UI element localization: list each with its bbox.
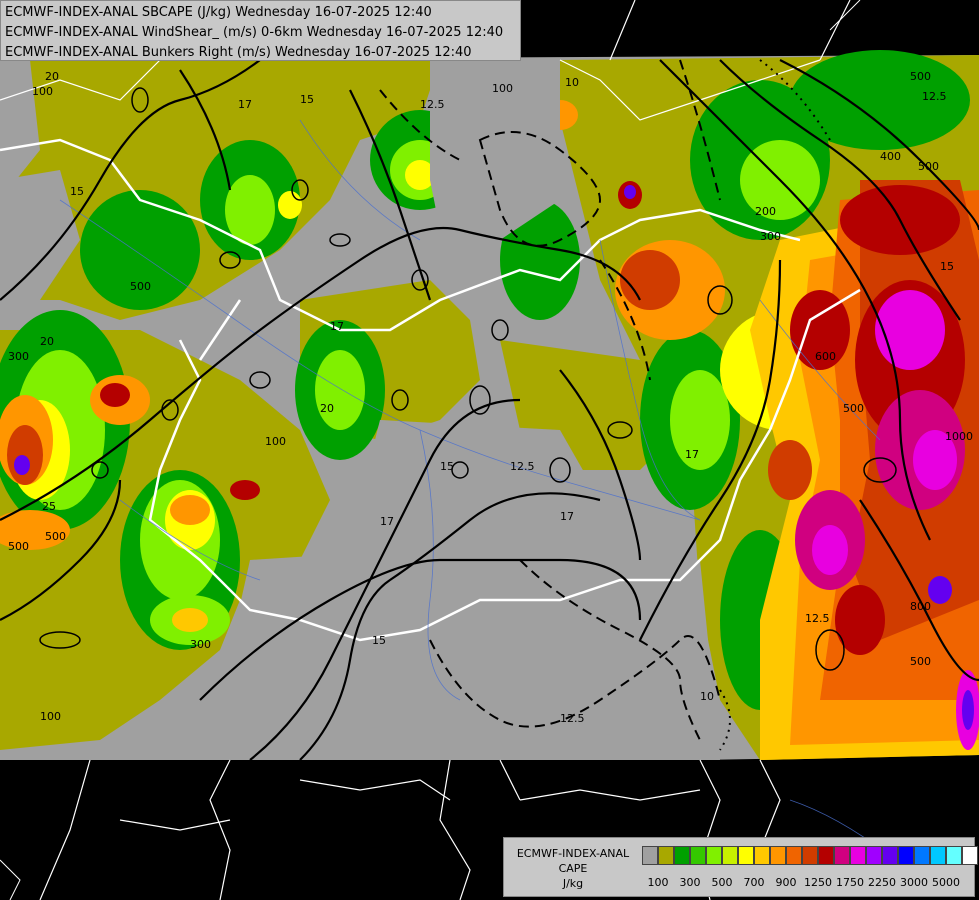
- legend-swatch: [866, 846, 882, 865]
- legend-tick-label: 100: [647, 876, 669, 889]
- legend-swatch: [722, 846, 738, 865]
- map-title-box: ECMWF-INDEX-ANAL SBCAPE (J/kg) Wednesday…: [0, 0, 521, 61]
- contour-label: 100: [492, 82, 513, 95]
- contour-label: 600: [815, 350, 836, 363]
- legend-swatch: [786, 846, 802, 865]
- legend-swatch: [834, 846, 850, 865]
- contour-label: 400: [880, 150, 901, 163]
- contour-label: 300: [760, 230, 781, 243]
- legend-swatch: [882, 846, 898, 865]
- contour-label: 20: [40, 335, 54, 348]
- contour-label: 500: [8, 540, 29, 553]
- cape-high-east: [750, 180, 979, 760]
- legend-swatch: [818, 846, 834, 865]
- legend-swatch: [930, 846, 946, 865]
- title-windshear: ECMWF-INDEX-ANAL WindShear_ (m/s) 0-6km …: [5, 25, 504, 40]
- contour-label: 17: [685, 448, 699, 461]
- contour-label: 10: [700, 690, 714, 703]
- contour-label: 15: [440, 460, 454, 473]
- dotted-contours: [719, 59, 831, 751]
- legend-swatch: [754, 846, 770, 865]
- legend-title-line3: J/kg: [562, 877, 584, 890]
- contour-label: 15: [372, 634, 386, 647]
- legend-swatch: [738, 846, 754, 865]
- contour-label: 300: [8, 350, 29, 363]
- legend-title-line2: CAPE: [558, 862, 588, 875]
- contour-labels: 20 100 15 17 15 12.5 10 100 500 300 20 1…: [8, 70, 973, 725]
- country-borders-thin: [0, 0, 851, 900]
- cape-none-patches: [0, 60, 720, 760]
- contour-label: 500: [910, 655, 931, 668]
- contour-label: 300: [190, 638, 211, 651]
- bunkers-contours: [379, 59, 721, 741]
- cape-mid-north: [542, 100, 725, 340]
- legend-tick-label: 700: [743, 876, 765, 889]
- contour-label: 500: [130, 280, 151, 293]
- contour-label: 25: [42, 500, 56, 513]
- legend-swatch: [802, 846, 818, 865]
- windshear-contours: [0, 59, 979, 761]
- legend-swatch: [674, 846, 690, 865]
- legend-title-line1: ECMWF-INDEX-ANAL: [516, 847, 630, 860]
- legend-tick-label: 2250: [868, 876, 896, 889]
- legend-tick-label: 3000: [900, 876, 928, 889]
- legend-tick-label: 500: [711, 876, 733, 889]
- cape-west-pockets: [0, 375, 260, 632]
- contour-label: 12.5: [420, 98, 445, 111]
- legend-tick-label: 1250: [804, 876, 832, 889]
- legend-tick-label: 300: [679, 876, 701, 889]
- cape-contour-blobs: [39, 87, 897, 671]
- contour-label: 15: [70, 185, 84, 198]
- legend-swatches: [642, 846, 978, 867]
- contour-label: 500: [918, 160, 939, 173]
- legend-swatch: [690, 846, 706, 865]
- contour-label: 15: [940, 260, 954, 273]
- legend-title: ECMWF-INDEX-ANAL CAPE J/kg: [508, 846, 638, 891]
- title-sbcape: ECMWF-INDEX-ANAL SBCAPE (J/kg) Wednesday…: [5, 5, 432, 20]
- legend-ticks: 100 300 500 700 900 1250 1750 2250 3000 5000: [642, 876, 972, 890]
- title-bunkers: ECMWF-INDEX-ANAL Bunkers Right (m/s) Wed…: [5, 45, 472, 60]
- contour-label: 17: [380, 515, 394, 528]
- contour-label: 12.5: [510, 460, 535, 473]
- legend-swatch: [770, 846, 786, 865]
- legend-swatch: [706, 846, 722, 865]
- legend-swatch: [850, 846, 866, 865]
- legend-tick-label: 5000: [932, 876, 960, 889]
- contour-label: 17: [238, 98, 252, 111]
- legend-swatch: [658, 846, 674, 865]
- contour-label: 500: [45, 530, 66, 543]
- contour-label: 100: [265, 435, 286, 448]
- contour-label: 15: [300, 93, 314, 106]
- contour-label: 500: [910, 70, 931, 83]
- contour-label: 800: [910, 600, 931, 613]
- cape-legend: ECMWF-INDEX-ANAL CAPE J/kg 100 300 500 700 9…: [503, 837, 978, 897]
- legend-tick-label: 1750: [836, 876, 864, 889]
- contour-label: 12.5: [922, 90, 947, 103]
- contour-label: 17: [330, 320, 344, 333]
- contour-label: 10: [565, 76, 579, 89]
- contour-label: 12.5: [560, 712, 585, 725]
- country-borders: [0, 138, 861, 642]
- contour-label: 100: [32, 85, 53, 98]
- contour-label: 1000: [945, 430, 973, 443]
- legend-swatch: [914, 846, 930, 865]
- contour-label: 500: [843, 402, 864, 415]
- legend-swatch: [642, 846, 658, 865]
- legend-swatch: [962, 846, 978, 865]
- contour-label: 12.5: [805, 612, 830, 625]
- legend-swatch: [946, 846, 962, 865]
- contour-label: 200: [755, 205, 776, 218]
- legend-swatch: [898, 846, 914, 865]
- coast-lines: [0, 0, 861, 900]
- contour-label: 20: [45, 70, 59, 83]
- contour-label: 17: [560, 510, 574, 523]
- contour-label: 100: [40, 710, 61, 723]
- rivers: [59, 119, 921, 881]
- legend-tick-label: 900: [775, 876, 797, 889]
- contour-label: 20: [320, 402, 334, 415]
